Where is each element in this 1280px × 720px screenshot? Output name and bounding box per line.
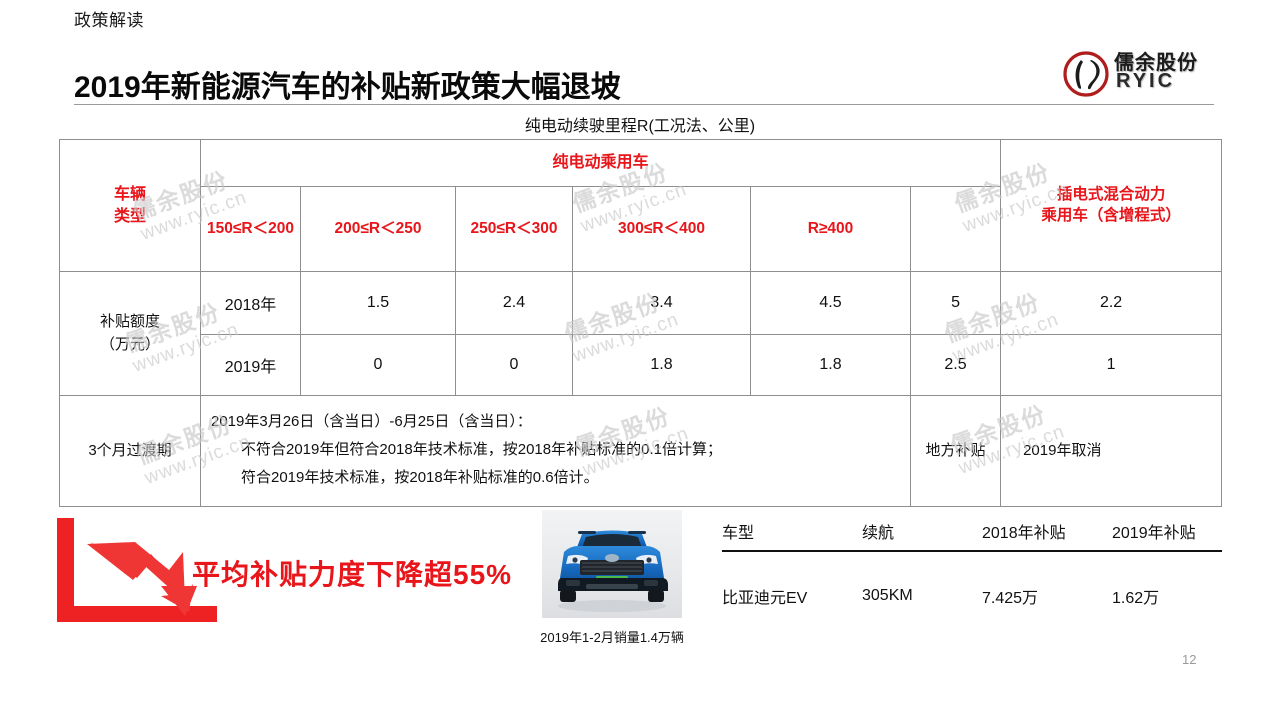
cell-range-1: 200≤R＜250: [300, 186, 456, 272]
vehicle-type-line1: 车辆: [113, 185, 146, 203]
kicker-label: 政策解读: [74, 11, 144, 30]
cell-range-5-placeholder: [909, 186, 1002, 272]
table-row-group-header: 车辆 类型 纯电动乘用车 插电式混合动力 乘用车（含增程式）: [59, 139, 1223, 272]
cell-range-3: 300≤R＜400: [572, 186, 751, 272]
group-phev-line1: 插电式混合动力: [1056, 185, 1166, 203]
value-2019-4: 2.5: [944, 356, 967, 373]
page-number: 12: [1182, 652, 1197, 667]
cell-transition-body: 2019年3月26日（含当日）-6月25日（含当日）： 不符合2019年但符合2…: [200, 395, 911, 507]
cell-year-2018: 2018年: [200, 271, 301, 335]
byd-suv-icon: [558, 530, 668, 612]
table-row-2018: 补贴额度 （万元） 2018年 1.5 2.4 3.4 4.5 5 2.2: [59, 271, 1223, 396]
cell-2019-v0: 0: [300, 334, 456, 396]
cell-subsidy-label: 补贴额度 （万元）: [59, 271, 201, 396]
mini-cell-range: 305KM: [862, 587, 913, 604]
range-label-4: R≥400: [807, 219, 854, 237]
mini-col-2: 2018年补贴: [982, 519, 1112, 552]
value-2018-2: 3.4: [650, 294, 673, 311]
title-divider: [74, 104, 1214, 105]
cell-local-subsidy-label: 地方补贴: [909, 395, 1002, 507]
row-year-2018: 2018年: [224, 297, 277, 314]
decline-arrow-graphic: [57, 518, 217, 622]
value-2018-1: 2.4: [502, 294, 526, 311]
cell-2019-v1: 0: [455, 334, 573, 396]
cell-2018-v2: 3.4: [572, 271, 751, 335]
transition-line3: 符合2019年技术标准，按2018年补贴标准的0.6倍计。: [241, 468, 599, 486]
row-year-2019: 2019年: [224, 359, 277, 376]
subsidy-table: 车辆 类型 纯电动乘用车 插电式混合动力 乘用车（含增程式）: [59, 139, 1223, 507]
value-2019-1: 0: [509, 356, 519, 373]
transition-label: 3个月过渡期: [88, 441, 172, 459]
cell-2019-v3: 1.8: [750, 334, 911, 396]
cell-group-phev: 插电式混合动力 乘用车（含增程式）: [1000, 139, 1223, 272]
subsidy-label-line1: 补贴额度: [99, 313, 160, 330]
range-label-3: 300≤R＜400: [618, 219, 705, 237]
transition-line1: 2019年3月26日（含当日）-6月25日（含当日）：: [211, 413, 532, 431]
subsidy-label-line2: （万元）: [99, 335, 160, 353]
vehicle-type-line2: 类型: [113, 207, 146, 225]
group-phev-line2: 乘用车（含增程式）: [1041, 206, 1181, 224]
mini-cell-subsidy-2018: 7.425万: [982, 590, 1039, 607]
cell-2019-v2: 1.8: [572, 334, 751, 396]
cell-2018-v0: 1.5: [300, 271, 456, 335]
transition-line2: 不符合2019年但符合2018年技术标准，按2018年补贴标准的0.1倍计算；: [241, 441, 722, 459]
down-trend-arrow-icon: [57, 518, 217, 622]
cell-2018-v1: 2.4: [455, 271, 573, 335]
car-photo: [542, 510, 682, 618]
logo-text-cn: 儒余股份: [1114, 50, 1198, 74]
cell-year-2019: 2019年: [200, 334, 301, 396]
table-row-transition: 3个月过渡期 2019年3月26日（含当日）-6月25日（含当日）： 不符合20…: [59, 395, 1223, 507]
logo-text-en: RYIC: [1116, 70, 1176, 92]
cell-range-0: 150≤R＜200: [200, 186, 301, 272]
company-logo: 儒余股份 RYIC: [1062, 48, 1217, 100]
cell-group-bev: 纯电动乘用车: [199, 139, 1002, 187]
ryic-logo-icon: [1063, 51, 1109, 97]
table-row-2019: 2019年 0 0 1.8 1.8 2.5 1: [60, 334, 1223, 396]
cell-2018-v4: 5: [909, 271, 1002, 335]
group-bev-label: 纯电动乘用车: [552, 154, 649, 172]
value-2019-2: 1.8: [650, 356, 673, 373]
cell-range-2: 250≤R＜300: [455, 186, 573, 272]
model-comparison-table-wrapper: 车型 续航 2018年补贴 2019年补贴 比亚迪元EV 305KM 7.425…: [722, 519, 1222, 608]
value-2018-4: 5: [951, 294, 960, 311]
value-2018-5: 2.2: [1099, 294, 1123, 311]
range-label-1: 200≤R＜250: [334, 219, 422, 237]
cell-range-4: R≥400: [750, 186, 911, 272]
value-2018-0: 1.5: [366, 294, 390, 311]
mini-table-row: 比亚迪元EV 305KM 7.425万 1.62万: [722, 551, 1222, 608]
cell-2018-v5: 2.2: [1000, 271, 1223, 335]
mini-cell-subsidy-2019: 1.62万: [1112, 590, 1160, 607]
mini-col-3: 2019年补贴: [1112, 519, 1222, 552]
car-figure: 2019年1-2月销量1.4万辆: [527, 510, 697, 645]
value-2018-3: 4.5: [819, 294, 842, 311]
page-title: 2019年新能源汽车的补贴新政策大幅退坡: [74, 71, 621, 104]
subsidy-table-wrapper: 车辆 类型 纯电动乘用车 插电式混合动力 乘用车（含增程式）: [59, 139, 1223, 507]
local-subsidy-label: 地方补贴: [925, 441, 986, 459]
model-comparison-table: 车型 续航 2018年补贴 2019年补贴 比亚迪元EV 305KM 7.425…: [722, 519, 1222, 608]
value-2019-3: 1.8: [819, 356, 842, 373]
mini-header-row: 车型 续航 2018年补贴 2019年补贴: [722, 519, 1222, 552]
cell-local-subsidy-value: 2019年取消: [1000, 395, 1223, 507]
value-2019-5: 1: [1106, 356, 1116, 373]
value-2019-0: 0: [373, 356, 383, 373]
cell-vehicle-type: 车辆 类型: [59, 139, 201, 272]
local-subsidy-value: 2019年取消: [1023, 441, 1102, 459]
mini-cell-model: 比亚迪元EV: [722, 590, 808, 607]
mini-col-0: 车型: [722, 519, 862, 552]
table-subtitle: 纯电动续驶里程R(工况法、公里): [524, 118, 756, 135]
car-caption: 2019年1-2月销量1.4万辆: [540, 630, 684, 645]
range-label-2: 250≤R＜300: [470, 219, 558, 237]
cell-2018-v3: 4.5: [750, 271, 911, 335]
cell-transition-label: 3个月过渡期: [59, 395, 201, 507]
range-label-0: 150≤R＜200: [207, 219, 294, 237]
table-row-range-header: 150≤R＜200 200≤R＜250 250≤R＜300 300≤R＜400 …: [60, 186, 1222, 272]
cell-2019-v4: 2.5: [909, 334, 1002, 396]
headline-decline: 平均补贴力度下降超55%: [192, 559, 513, 590]
cell-2019-v5: 1: [1000, 334, 1223, 396]
mini-col-1: 续航: [862, 519, 982, 552]
